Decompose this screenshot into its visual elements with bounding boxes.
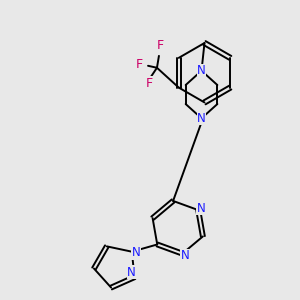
Text: N: N: [197, 112, 206, 125]
Text: N: N: [181, 249, 190, 262]
Text: N: N: [197, 202, 206, 214]
Text: F: F: [146, 77, 153, 90]
Text: N: N: [127, 266, 136, 279]
Text: N: N: [131, 246, 140, 259]
Text: N: N: [197, 64, 206, 77]
Text: F: F: [136, 58, 143, 71]
Text: F: F: [156, 40, 164, 52]
